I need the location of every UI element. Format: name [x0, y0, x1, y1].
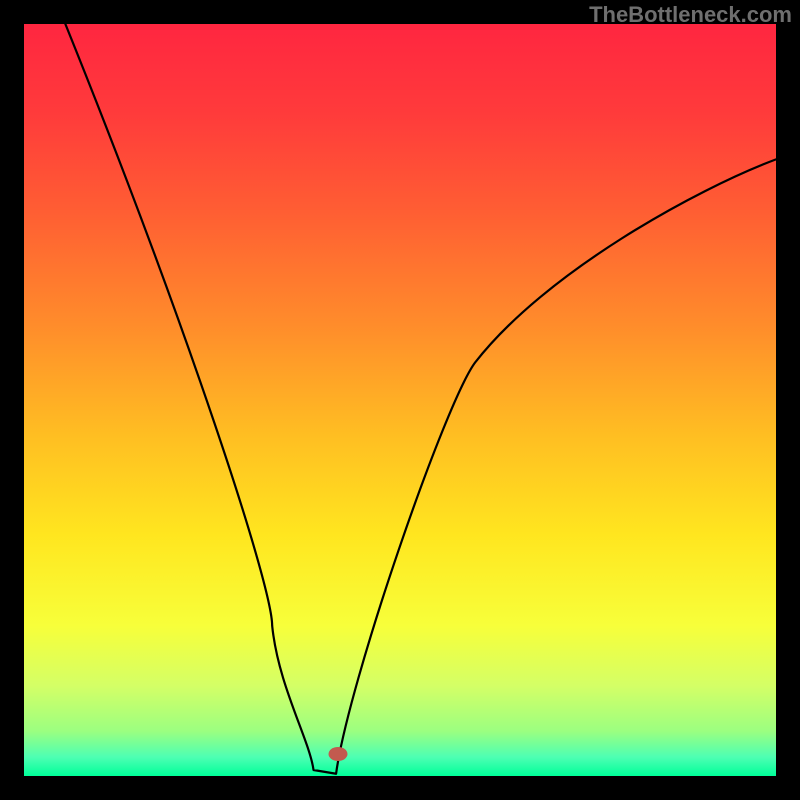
optimum-marker — [329, 747, 348, 761]
chart-container: { "canvas": { "width": 800, "height": 80… — [0, 0, 800, 800]
plot-area — [24, 24, 776, 776]
watermark-text: TheBottleneck.com — [589, 2, 792, 28]
bottleneck-curve — [24, 24, 776, 776]
